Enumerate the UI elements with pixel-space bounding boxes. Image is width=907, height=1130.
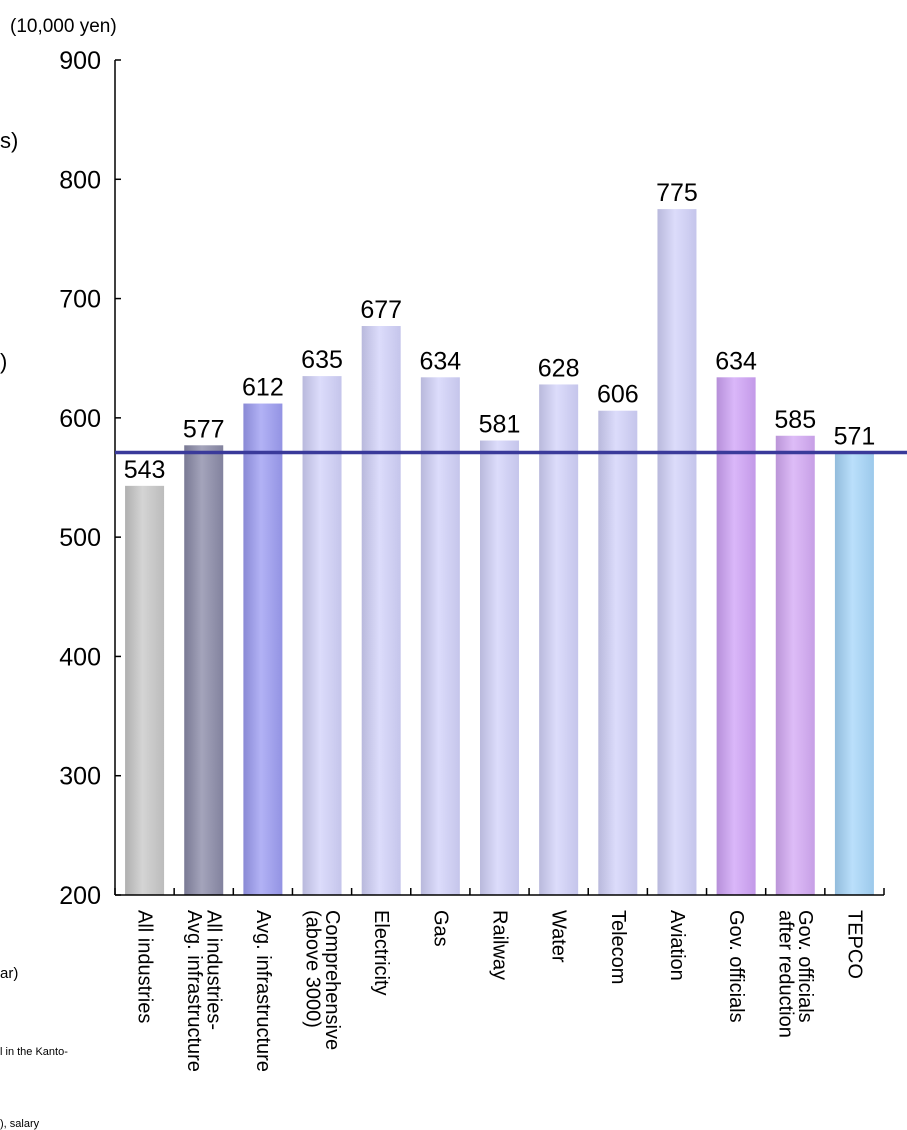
bar <box>302 376 342 895</box>
category-label: Electricity <box>370 910 392 996</box>
category-labels: All industries All industries-Avg. infras… <box>134 910 866 1072</box>
bars <box>125 209 874 895</box>
y-tick-label: 600 <box>59 405 101 433</box>
cut-off-text-1: s) <box>0 128 19 153</box>
category-label: Railway <box>489 910 511 980</box>
bar <box>243 403 283 895</box>
y-tick-label: 500 <box>59 524 101 552</box>
category-label: Water <box>548 910 570 963</box>
data-label: 677 <box>360 296 402 324</box>
y-tick-label: 200 <box>59 882 101 910</box>
bar <box>775 435 815 895</box>
category-label: after reduction <box>775 910 797 1038</box>
y-tick-label: 900 <box>59 47 101 75</box>
bar <box>716 377 756 895</box>
x-axis <box>114 888 885 896</box>
bar <box>184 445 224 895</box>
category-label: Avg. infrastructure <box>252 910 274 1072</box>
data-label: 628 <box>538 354 580 382</box>
bar <box>480 440 519 895</box>
bar <box>598 410 638 895</box>
top-bar-fragment <box>0 0 907 3</box>
data-labels: 543 577 612 635 677 634 581 628 606 775 634 585 571 <box>124 179 876 484</box>
category-label: Telecom <box>607 910 629 984</box>
cut-off-text-2: ) <box>0 349 8 374</box>
y-unit-label: (10,000 yen) <box>10 16 117 37</box>
category-label: Gov. officials <box>725 910 747 1023</box>
bar <box>420 377 460 895</box>
data-label: 634 <box>419 347 461 375</box>
y-tick-label: 300 <box>59 763 101 791</box>
category-label: (above 3000) <box>301 910 323 1028</box>
data-label: 606 <box>597 381 639 409</box>
data-label: 571 <box>834 422 876 450</box>
cut-off-text-5: ), salary <box>0 1118 40 1130</box>
cut-off-text-4: l in the Kanto- <box>0 1046 68 1058</box>
data-label: 543 <box>124 456 166 484</box>
data-label: 634 <box>715 347 757 375</box>
category-label: Comprehensive <box>321 910 343 1050</box>
bar <box>539 384 579 895</box>
data-label: 775 <box>656 179 698 207</box>
y-tick-label: 700 <box>59 286 101 314</box>
data-label: 585 <box>774 406 816 434</box>
data-label: 612 <box>242 374 284 402</box>
cut-off-text-3: ar) <box>0 965 19 982</box>
y-tick-label: 400 <box>59 643 101 671</box>
bar <box>657 209 697 895</box>
category-label: TEPCO <box>843 910 865 979</box>
bar <box>834 452 874 895</box>
bar <box>125 485 165 895</box>
category-label: Aviation <box>666 910 688 981</box>
y-tick-label: 800 <box>59 166 101 194</box>
data-label: 635 <box>301 346 343 374</box>
category-label: All industries <box>134 910 156 1023</box>
category-label: Gov. officials <box>794 910 816 1023</box>
y-axis: 200 300 400 500 600 700 800 900 <box>59 47 121 910</box>
bar <box>361 326 401 895</box>
category-label: All industries- <box>202 910 224 1030</box>
data-label: 577 <box>183 415 225 443</box>
category-label: Gas <box>429 910 451 947</box>
category-label: Avg. infrastructure <box>183 910 205 1072</box>
data-label: 581 <box>479 411 521 439</box>
